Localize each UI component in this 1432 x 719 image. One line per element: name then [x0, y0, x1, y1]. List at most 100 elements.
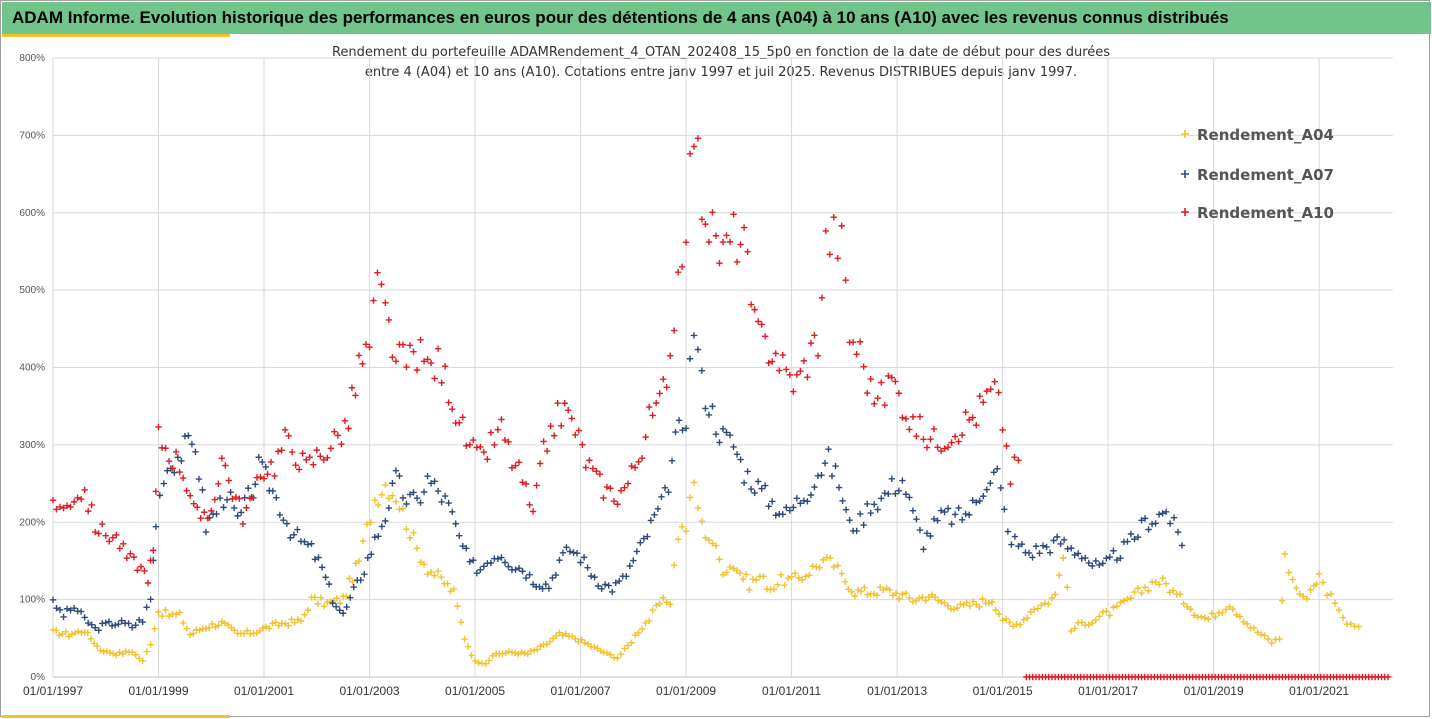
data-point — [60, 504, 67, 512]
data-point — [832, 462, 839, 470]
data-point — [113, 651, 120, 659]
data-point — [1117, 599, 1124, 606]
data-point — [183, 487, 190, 494]
data-point — [896, 595, 903, 603]
data-point — [1039, 542, 1047, 549]
data-point — [1327, 590, 1335, 598]
data-point — [1117, 555, 1124, 562]
data-point — [304, 541, 312, 548]
data-point — [825, 445, 832, 453]
data-point — [672, 428, 679, 436]
data-point — [892, 490, 899, 497]
data-point — [234, 512, 241, 520]
data-point — [1347, 620, 1354, 627]
data-point — [892, 590, 900, 597]
data-point — [441, 362, 449, 370]
data-point — [1018, 541, 1026, 548]
data-point — [512, 566, 519, 573]
data-point — [834, 255, 841, 262]
data-point — [730, 443, 737, 451]
data-point — [211, 496, 218, 503]
data-point — [1174, 528, 1182, 536]
data-point — [983, 387, 990, 395]
data-point — [1008, 541, 1015, 548]
data-point — [1052, 591, 1059, 598]
data-point — [260, 475, 268, 482]
data-point — [165, 612, 173, 620]
data-point — [1053, 533, 1061, 541]
data-point — [992, 606, 999, 614]
data-point — [92, 624, 99, 631]
data-point — [651, 511, 658, 519]
data-point — [81, 486, 88, 494]
data-point — [172, 448, 180, 456]
data-point — [793, 371, 801, 378]
data-point — [49, 596, 57, 604]
data-point — [698, 367, 706, 374]
data-point — [1089, 619, 1096, 627]
data-point — [716, 439, 723, 446]
data-point — [152, 523, 160, 530]
chart-axes: 0% 100% 200% 300% 400% 500% 600% 700% 800% 01/01/… — [19, 53, 1393, 698]
data-point — [118, 617, 125, 624]
data-point — [162, 606, 169, 614]
data-point — [1152, 579, 1159, 586]
data-point — [94, 642, 101, 650]
data-point — [1016, 621, 1024, 628]
data-point — [272, 619, 279, 626]
data-point — [329, 599, 336, 607]
data-point — [427, 568, 435, 576]
legend-marker — [1181, 130, 1189, 138]
data-point — [81, 614, 88, 621]
data-point — [542, 580, 549, 588]
data-point — [498, 416, 505, 423]
data-point — [1243, 620, 1251, 627]
data-point — [863, 389, 871, 397]
data-point — [327, 445, 335, 452]
data-point — [63, 502, 71, 509]
data-point — [1313, 580, 1320, 588]
data-point — [958, 432, 966, 439]
data-point — [424, 571, 431, 578]
data-point — [1138, 517, 1145, 524]
data-point — [499, 650, 506, 657]
data-point — [652, 399, 660, 407]
data-point — [751, 489, 758, 497]
x-tick-label: 01/01/1999 — [128, 684, 188, 698]
y-tick-label: 0% — [31, 672, 46, 683]
data-point — [489, 652, 496, 660]
data-point — [1110, 547, 1117, 554]
data-point — [518, 648, 525, 656]
data-point — [545, 585, 553, 592]
data-point — [368, 551, 375, 558]
data-point — [1029, 554, 1036, 561]
data-point — [776, 367, 783, 374]
data-point — [213, 510, 220, 518]
data-point — [858, 588, 865, 595]
data-point — [1127, 594, 1135, 602]
data-point — [962, 510, 969, 518]
data-point — [762, 333, 769, 340]
data-point — [661, 484, 669, 492]
data-point — [463, 442, 470, 450]
data-point — [559, 549, 567, 557]
data-point — [313, 446, 320, 454]
data-point — [243, 504, 250, 511]
series-Rendement_A10 — [49, 135, 1022, 587]
data-point — [846, 516, 853, 524]
data-point — [630, 557, 637, 564]
data-point — [848, 588, 855, 596]
data-point — [1191, 612, 1198, 619]
data-point — [204, 515, 211, 522]
data-point — [285, 432, 292, 439]
data-point — [930, 515, 938, 523]
data-point — [229, 495, 236, 503]
data-point — [185, 432, 192, 439]
data-point — [434, 568, 442, 575]
chart-plot-area — [49, 135, 1362, 668]
data-point — [743, 571, 750, 578]
data-point — [406, 342, 414, 349]
data-point — [348, 384, 356, 391]
data-point — [860, 521, 867, 529]
data-point — [909, 507, 917, 514]
